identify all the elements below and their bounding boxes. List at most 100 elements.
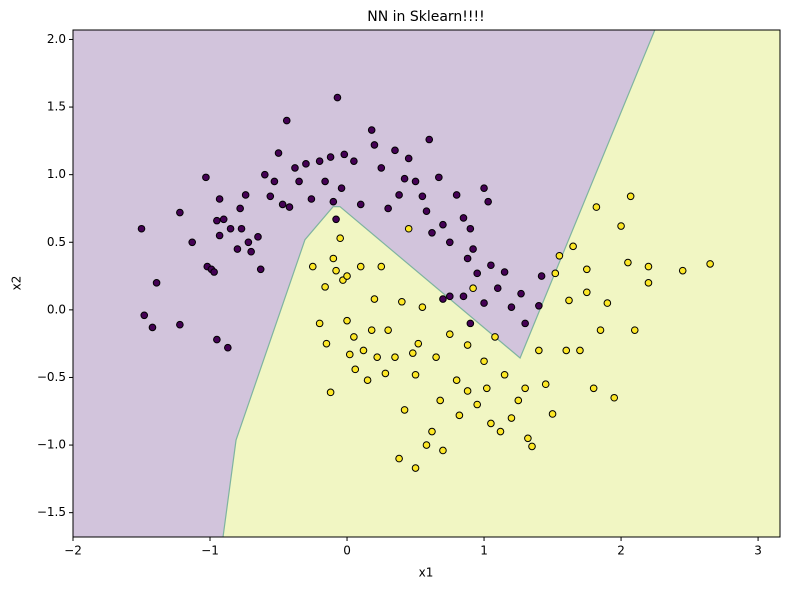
data-point: [469, 245, 477, 253]
data-point: [254, 233, 262, 241]
data-point: [521, 319, 529, 328]
y-tick-label: 1.0: [47, 167, 66, 181]
data-point: [487, 261, 495, 270]
data-point: [487, 419, 495, 428]
data-point: [350, 157, 358, 165]
data-point: [565, 296, 573, 305]
data-point: [377, 164, 386, 172]
x-tick-label: 3: [754, 544, 762, 558]
data-point: [480, 299, 488, 307]
data-point: [398, 297, 406, 306]
data-point: [507, 414, 516, 422]
data-point: [332, 215, 340, 224]
data-point: [237, 224, 246, 233]
data-point: [491, 333, 499, 341]
data-point: [535, 302, 543, 310]
data-point: [473, 400, 481, 409]
data-point: [562, 346, 571, 355]
data-point: [350, 333, 358, 341]
data-point: [592, 203, 601, 211]
data-point: [247, 247, 255, 256]
data-point: [459, 214, 468, 222]
data-point: [340, 150, 349, 159]
data-point: [480, 357, 488, 366]
data-point: [418, 303, 427, 311]
data-point: [422, 441, 431, 449]
data-point: [261, 170, 269, 179]
data-point: [408, 349, 417, 357]
x-tick-label: −2: [64, 544, 82, 558]
y-tick-label: −0.5: [37, 370, 66, 384]
data-point: [436, 396, 445, 405]
data-point: [256, 265, 265, 274]
data-point: [373, 353, 381, 361]
data-point: [425, 135, 434, 144]
data-point: [459, 292, 468, 301]
data-point: [535, 346, 543, 355]
data-point: [326, 388, 335, 397]
data-point: [452, 191, 461, 199]
data-point: [480, 184, 488, 192]
data-point: [345, 350, 354, 359]
data-point: [233, 245, 242, 253]
y-tick-label: 1.5: [47, 100, 66, 114]
data-point: [463, 254, 472, 263]
data-point: [343, 272, 351, 280]
decision-boundary: [222, 30, 656, 537]
data-point: [551, 269, 560, 278]
data-point: [236, 204, 244, 213]
data-point: [367, 326, 376, 334]
data-point: [140, 311, 149, 320]
data-point: [241, 191, 250, 199]
data-point: [395, 191, 403, 199]
data-point: [343, 316, 351, 325]
data-point: [463, 341, 472, 349]
plot-area: [73, 30, 780, 537]
data-point: [266, 192, 275, 201]
data-point: [452, 376, 461, 384]
data-point: [576, 346, 584, 355]
x-axis-label: x1: [419, 566, 434, 580]
data-point: [541, 380, 550, 389]
data-point: [626, 192, 635, 201]
data-point: [302, 160, 310, 168]
data-point: [244, 238, 253, 247]
data-point: [274, 149, 283, 157]
data-point: [326, 153, 335, 161]
data-point: [589, 384, 598, 393]
data-point: [176, 320, 184, 329]
data-point: [215, 231, 224, 240]
data-point: [496, 427, 505, 436]
data-point: [188, 238, 197, 247]
data-point: [435, 173, 443, 182]
data-point: [617, 222, 625, 230]
data-point: [493, 284, 502, 293]
data-point: [381, 369, 390, 378]
data-point: [307, 195, 316, 203]
data-point: [137, 224, 146, 233]
data-point: [469, 284, 477, 293]
data-point: [445, 292, 454, 301]
y-axis-label: x2: [10, 276, 24, 291]
data-point: [351, 365, 360, 374]
data-point: [473, 269, 481, 278]
data-point: [500, 268, 509, 276]
data-point: [329, 197, 338, 206]
data-point: [336, 234, 344, 243]
data-point: [359, 346, 368, 355]
region-class-0: [73, 30, 655, 537]
data-point: [321, 177, 329, 186]
data-point: [411, 464, 420, 472]
data-point: [370, 295, 379, 303]
data-point: [603, 299, 612, 307]
data-point: [404, 224, 413, 233]
data-point: [219, 215, 228, 224]
data-point: [411, 370, 420, 379]
data-point: [482, 384, 491, 393]
data-point: [377, 262, 386, 271]
data-point: [630, 326, 639, 334]
x-tick-label: −1: [201, 544, 219, 558]
data-point: [521, 384, 529, 393]
data-point: [210, 268, 218, 276]
